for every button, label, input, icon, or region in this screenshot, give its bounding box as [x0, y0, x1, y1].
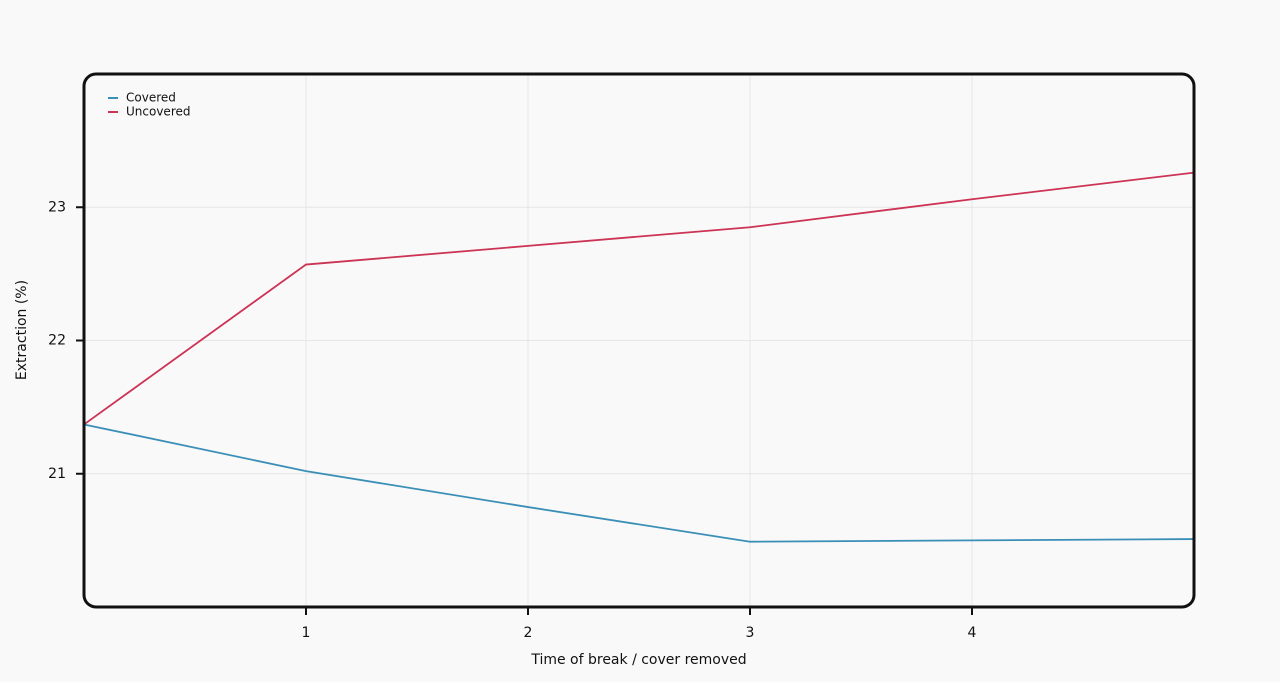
y-tick-label: 23	[48, 199, 66, 215]
series-line	[83, 423, 1195, 543]
x-tick-label: 1	[302, 625, 311, 641]
x-tick-label: 4	[968, 625, 977, 641]
y-tick-label: 21	[48, 466, 66, 482]
plot-frame	[82, 72, 1196, 609]
legend-label: Uncovered	[126, 105, 190, 119]
y-axis-label: Extraction (%)	[14, 280, 30, 380]
x-tick-label: 2	[524, 625, 533, 641]
x-tick-label: 3	[746, 625, 755, 641]
y-tick-label: 22	[48, 333, 66, 349]
series-line	[83, 171, 1195, 426]
legend-label: Covered	[126, 91, 176, 105]
x-axis-label: Time of break / cover removed	[530, 652, 746, 668]
